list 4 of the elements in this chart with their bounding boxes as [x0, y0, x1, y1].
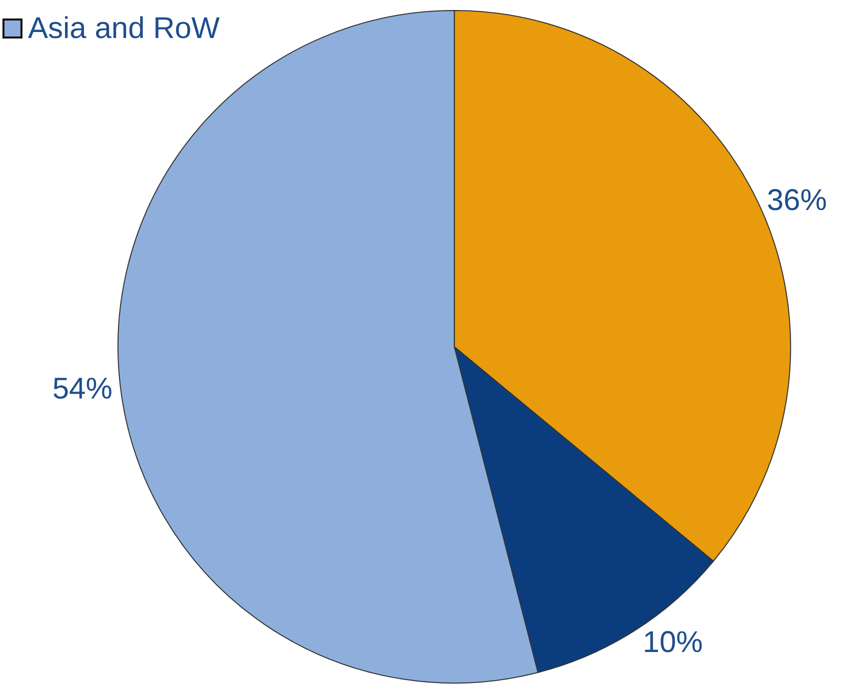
data-label: 54%	[52, 372, 112, 406]
data-label: 10%	[642, 626, 703, 659]
data-label: 36%	[766, 184, 827, 218]
legend-label: Asia and RoW	[28, 12, 220, 45]
